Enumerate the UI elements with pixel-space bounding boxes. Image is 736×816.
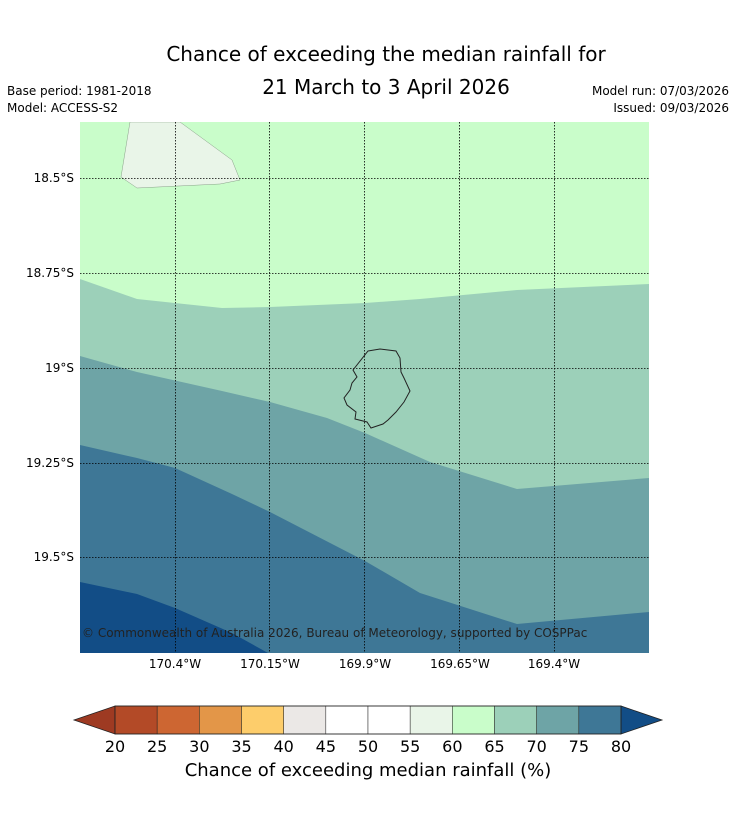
- graticule: [80, 122, 649, 653]
- lon-label-169-9: 169.9°W: [338, 657, 392, 671]
- map-title: Chance of exceeding the median rainfall …: [0, 38, 736, 104]
- colorbar-extend-low: [72, 705, 116, 735]
- model-name: Model: ACCESS-S2: [7, 101, 119, 115]
- colorbar-tick-label: 60: [442, 737, 463, 756]
- issued-date: Issued: 09/03/2026: [613, 101, 729, 115]
- colorbar-segment: [494, 705, 537, 735]
- colorbar-segment: [156, 705, 200, 735]
- band-above-80: [80, 582, 268, 653]
- colorbar-tick-label: 30: [189, 737, 210, 756]
- lat-label-18-75: 18.75°S: [26, 266, 74, 280]
- colorbar-segment: [114, 705, 158, 735]
- colorbar-title: Chance of exceeding median rainfall (%): [184, 760, 552, 781]
- lat-label-18-5: 18.5°S: [33, 171, 74, 185]
- model-run: Model run: 07/03/2026: [591, 84, 729, 98]
- colorbar-segment: [409, 705, 453, 735]
- colorbar-tick-label: 65: [484, 737, 505, 756]
- island-outline: [343, 348, 411, 429]
- colorbar-segment: [241, 705, 284, 735]
- colorbar-tick-label: 70: [526, 737, 547, 756]
- colorbar-segment: [367, 705, 411, 735]
- title-line-1: Chance of exceeding the median rainfall …: [166, 42, 606, 66]
- colorbar-tick-label: 35: [231, 737, 252, 756]
- title-line-2: 21 March to 3 April 2026: [262, 75, 510, 99]
- colorbar-segment: [283, 705, 327, 735]
- band-75-80: [80, 445, 649, 653]
- colorbar-tick-label: 75: [568, 737, 589, 756]
- base-period: Base period: 1981-2018: [7, 84, 152, 98]
- metadata-left: Base period: 1981-2018 Model: ACCESS-S2: [7, 83, 152, 117]
- lat-label-19: 19°S: [45, 361, 74, 375]
- colorbar-tick-label: 45: [315, 737, 336, 756]
- colorbar-tick-label: 80: [610, 737, 632, 756]
- colorbar-segment: [199, 705, 242, 735]
- colorbar-segment: [325, 705, 369, 735]
- lon-label-170-4: 170.4°W: [148, 657, 202, 671]
- colorbar-tick-label: 50: [357, 737, 379, 756]
- colorbar-segment: [578, 705, 622, 735]
- colorbar-tick-label: 20: [104, 737, 126, 756]
- lon-label-169-65: 169.65°W: [430, 657, 490, 671]
- colorbar-segment: [536, 705, 580, 735]
- colorbar: [72, 705, 664, 735]
- colorbar-tick-label: 55: [399, 737, 421, 756]
- band-55-60: [120, 122, 241, 189]
- colorbar-frame: [114, 705, 622, 735]
- copyright-notice: © Commonwealth of Australia 2026, Bureau…: [82, 626, 588, 640]
- lon-label-169-4: 169.4°W: [527, 657, 581, 671]
- lat-label-19-25: 19.25°S: [26, 456, 74, 470]
- colorbar-extend-high: [620, 705, 664, 735]
- colorbar-segment: [452, 705, 495, 735]
- metadata-right: Model run: 07/03/2026 Issued: 09/03/2026: [592, 83, 729, 117]
- lat-label-19-5: 19.5°S: [33, 550, 74, 564]
- colorbar-segments: [114, 705, 622, 735]
- lon-label-170-15: 170.15°W: [240, 657, 300, 671]
- colorbar-tick-label: 40: [273, 737, 294, 756]
- colorbar-tick-label: 25: [146, 737, 168, 756]
